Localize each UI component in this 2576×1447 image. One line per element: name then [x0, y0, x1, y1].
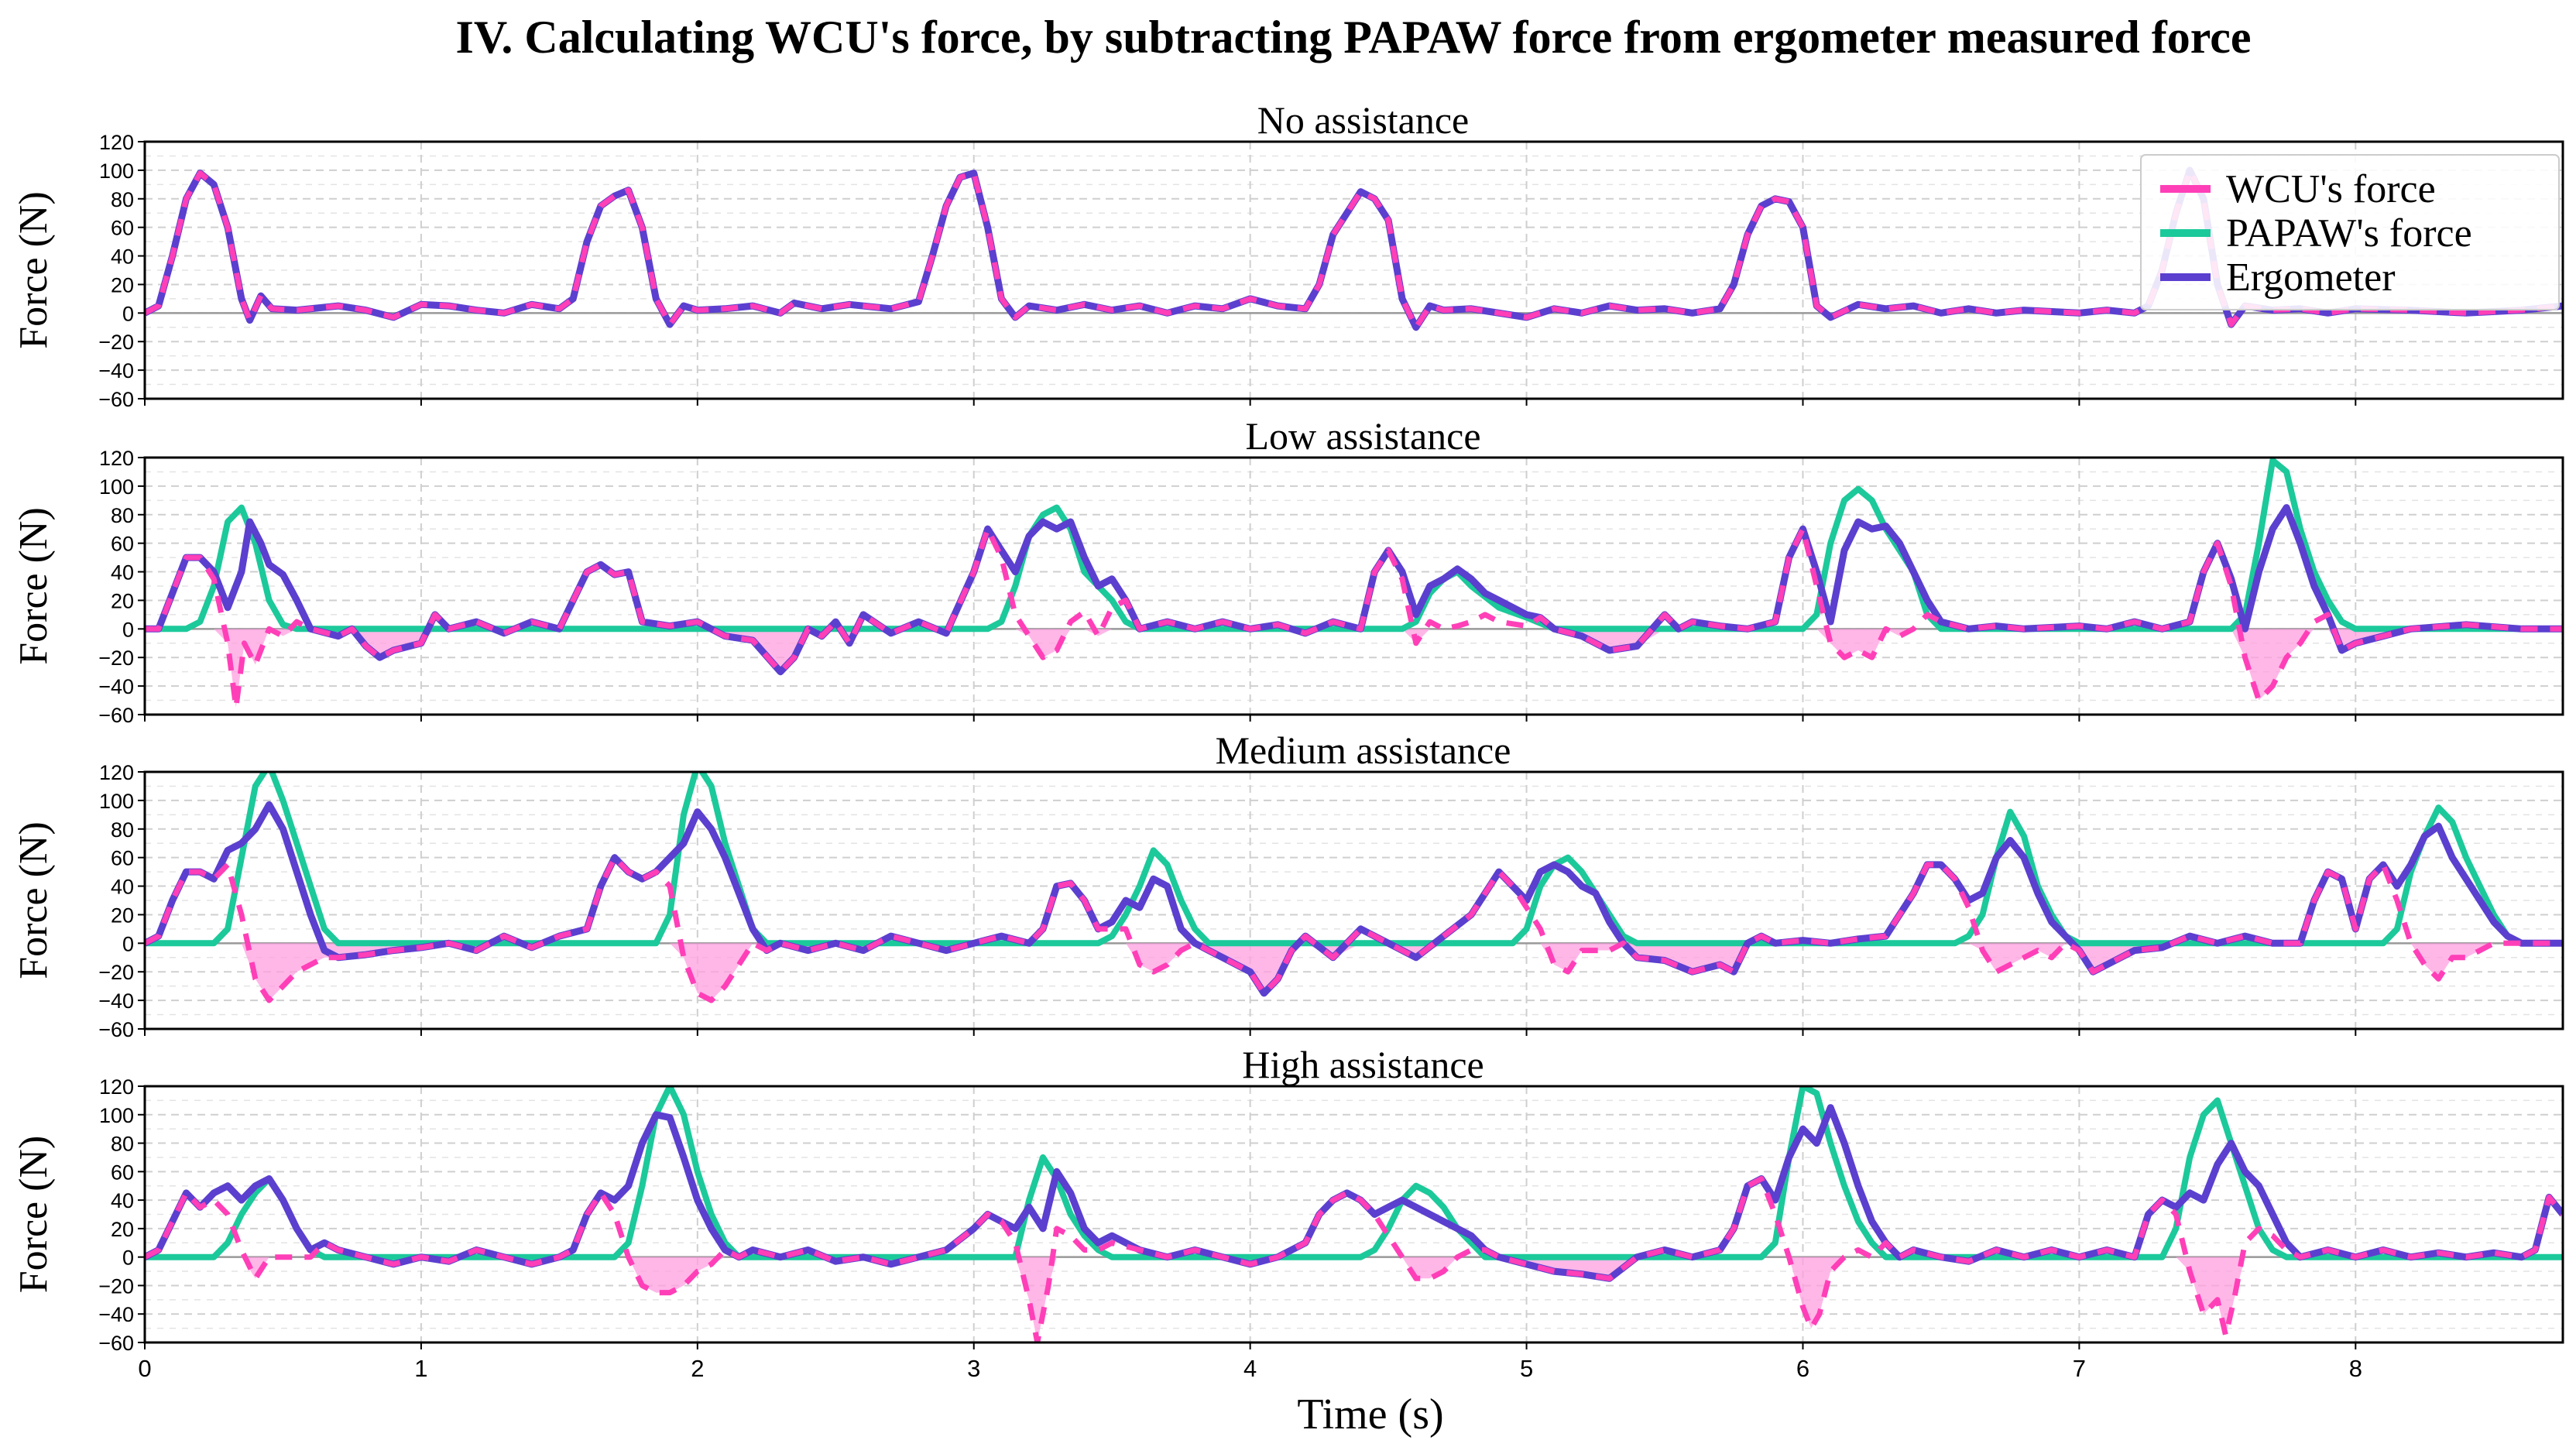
y-tick-label: 100 [99, 475, 134, 499]
y-tick-label: −60 [98, 704, 134, 727]
y-tick-label: 60 [111, 217, 134, 240]
y-tick-label: 100 [99, 790, 134, 813]
x-tick-label: 7 [2073, 1355, 2086, 1382]
y-tick-label: 40 [111, 876, 134, 899]
panel-frame [143, 1085, 2564, 1344]
y-tick-label: 40 [111, 245, 134, 269]
legend-wcu-label: WCU's force [2226, 167, 2436, 211]
x-tick-label: 4 [1243, 1355, 1257, 1382]
papaw-force-line [145, 772, 2563, 947]
x-axis-label: Time (s) [1297, 1390, 1443, 1438]
y-axis-label: Force (N) [12, 821, 56, 979]
y-axis-label: Force (N) [12, 1136, 56, 1294]
y-tick-label: 80 [111, 1133, 134, 1156]
x-tick-label: 6 [1796, 1355, 1809, 1382]
y-tick-label: 20 [111, 589, 134, 612]
series-group [145, 166, 2563, 331]
y-tick-label: −20 [98, 331, 134, 354]
y-tick-label: 80 [111, 504, 134, 527]
y-tick-label: 60 [111, 847, 134, 870]
y-tick-label: 120 [99, 131, 134, 154]
ergometer-line [145, 801, 2563, 997]
y-tick-label: 20 [111, 1218, 134, 1241]
y-tick-label: 120 [99, 447, 134, 470]
panel-frame [143, 140, 2564, 400]
y-tick-label: −40 [98, 1303, 134, 1326]
x-tick-label: 8 [2349, 1355, 2362, 1382]
panel-frame [143, 770, 2564, 1030]
wcu-force-line [145, 1176, 2563, 1342]
x-tick-label: 2 [691, 1355, 704, 1382]
panel-title: Low assistance [1245, 414, 1480, 458]
panel-1: 120 100 80 60 40 20 0 −20 −40 −60 Low assistance Fo… [12, 414, 2564, 727]
y-tick-label: 40 [111, 561, 134, 585]
ergometer-line [145, 504, 2563, 676]
panel-title: Medium assistance [1216, 729, 1511, 772]
y-tick-label: −40 [98, 989, 134, 1013]
x-tick-label: 3 [967, 1355, 980, 1382]
wcu-negative-fill [145, 629, 2563, 708]
y-tick-label: −60 [98, 1332, 134, 1355]
y-axis-label: Force (N) [12, 191, 56, 349]
y-tick-label: 20 [111, 904, 134, 927]
x-tick-label: 5 [1520, 1355, 1533, 1382]
x-tick-label: 1 [414, 1355, 427, 1382]
y-tick-label: 100 [99, 1104, 134, 1127]
y-tick-label: 60 [111, 1161, 134, 1184]
wcu-force-line [145, 167, 2563, 331]
figure-title: IV. Calculating WCU's force, by subtract… [455, 12, 2251, 63]
x-tick-label: 0 [138, 1355, 151, 1382]
series-group [145, 458, 2563, 711]
y-tick-label: −20 [98, 646, 134, 670]
y-tick-label: 0 [122, 618, 134, 641]
panel-frame [143, 456, 2564, 716]
y-tick-label: −20 [98, 1274, 134, 1298]
y-tick-label: 80 [111, 188, 134, 211]
legend-box [2140, 154, 2560, 310]
y-tick-label: −20 [98, 961, 134, 984]
y-tick-label: 100 [99, 159, 134, 183]
y-tick-label: 80 [111, 818, 134, 842]
panel-2: 120 100 80 60 40 20 0 −20 −40 −60 Medium assistanc… [12, 729, 2564, 1041]
y-tick-label: −60 [98, 1018, 134, 1041]
y-tick-label: 120 [99, 1075, 134, 1099]
y-tick-label: −60 [98, 388, 134, 411]
y-tick-label: 0 [122, 302, 134, 325]
y-tick-label: 120 [99, 761, 134, 784]
panel-title: No assistance [1257, 98, 1470, 142]
y-tick-label: −40 [98, 359, 134, 382]
panel-title: High assistance [1242, 1043, 1484, 1086]
y-tick-label: 40 [111, 1189, 134, 1212]
wcu-force-line [145, 526, 2563, 711]
legend-papaw-label: PAPAW's force [2226, 211, 2472, 255]
legend-ergometer-label: Ergometer [2226, 255, 2396, 300]
series-group [145, 1086, 2563, 1342]
y-tick-label: 0 [122, 1246, 134, 1270]
y-axis-label: Force (N) [12, 507, 56, 665]
wcu-force-line [145, 855, 2563, 1003]
y-tick-label: 60 [111, 533, 134, 556]
y-tick-label: 0 [122, 932, 134, 955]
y-tick-label: −40 [98, 675, 134, 698]
series-group [145, 772, 2563, 1003]
y-tick-label: 20 [111, 273, 134, 297]
